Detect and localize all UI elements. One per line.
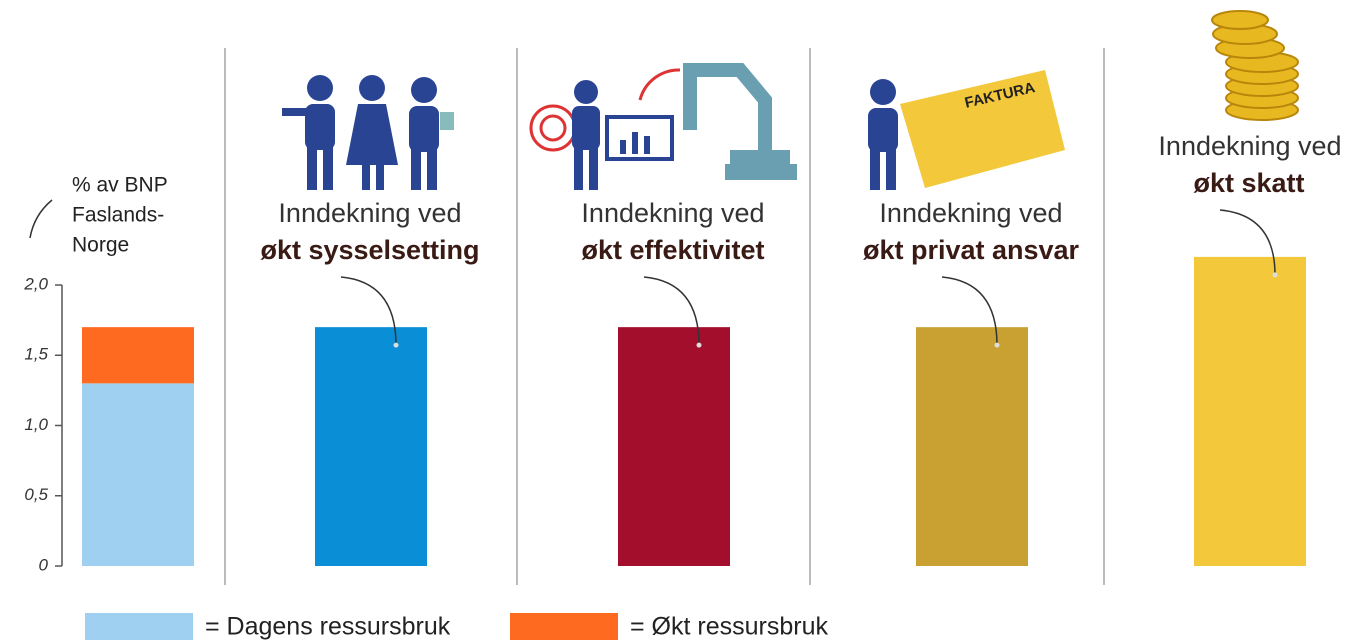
caption-highlight: økt effektivitet — [581, 235, 764, 265]
caption-highlight: økt privat ansvar — [863, 235, 1080, 265]
caption-line: Inndekning ved — [1158, 131, 1341, 161]
y-label-line: Faslands- — [72, 204, 164, 227]
y-tick-label: 0,5 — [24, 485, 48, 504]
y-tick-label: 1,0 — [24, 415, 48, 434]
y-tick-label: 2,0 — [23, 274, 48, 293]
y-tick-label: 1,5 — [24, 345, 48, 364]
ylabel-pointer — [30, 200, 52, 238]
caption-line: Inndekning ved — [581, 198, 764, 228]
caption-highlight: økt sysselsetting — [260, 235, 479, 265]
legend-swatch — [510, 613, 618, 640]
caption-highlight: økt skatt — [1193, 168, 1304, 198]
caption-line: Inndekning ved — [278, 198, 461, 228]
bar-segment — [82, 327, 194, 383]
coins-icon — [1212, 11, 1298, 120]
robot-icon — [531, 70, 797, 190]
y-label-line: Norge — [72, 234, 129, 257]
pointer-dot — [995, 343, 1000, 348]
legend-label: = Økt ressursbruk — [630, 613, 828, 641]
bar — [1194, 257, 1306, 566]
bar — [916, 327, 1028, 566]
y-label-line: % av BNP — [72, 174, 168, 197]
legend-label: = Dagens ressursbruk — [205, 613, 451, 641]
invoice-icon: FAKTURA — [868, 70, 1065, 190]
workers-icon — [282, 75, 454, 190]
bar — [618, 327, 730, 566]
legend-swatch — [85, 613, 193, 640]
pointer-dot — [394, 343, 399, 348]
bar-segment — [82, 383, 194, 566]
bar — [315, 327, 427, 566]
chart: % av BNP Faslands- Norge FAKTURA 0 0,5 1,0… — [0, 0, 1358, 642]
caption-line: Inndekning ved — [879, 198, 1062, 228]
y-tick-label: 0 — [39, 555, 49, 574]
pointer-dot — [697, 343, 702, 348]
pointer-dot — [1273, 272, 1278, 277]
